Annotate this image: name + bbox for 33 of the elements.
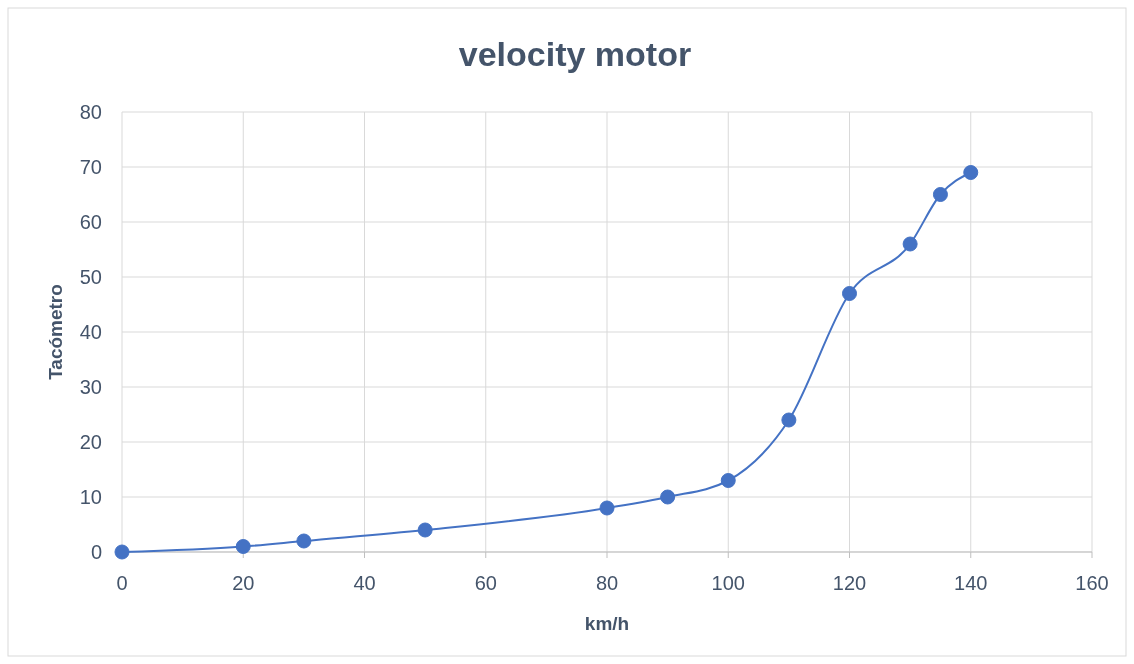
x-tick-label: 80 bbox=[595, 572, 619, 594]
x-tick-label: 100 bbox=[711, 572, 745, 594]
y-axis-title: Tacómetro bbox=[45, 284, 66, 380]
x-axis-title: km/h bbox=[584, 613, 630, 634]
point bbox=[296, 533, 312, 549]
x-tick-label: 60 bbox=[474, 572, 497, 594]
x-tick-label: 20 bbox=[232, 572, 255, 594]
y-tick-label: 80 bbox=[79, 101, 102, 123]
y-tick-label: 30 bbox=[79, 376, 102, 398]
x-tick-label: 40 bbox=[353, 572, 376, 594]
x-tick-label: 160 bbox=[1075, 572, 1109, 594]
y-tick-label: 70 bbox=[79, 156, 102, 178]
y-tick-label: 50 bbox=[79, 266, 102, 288]
point bbox=[417, 522, 433, 538]
y-tick-label: 10 bbox=[79, 486, 102, 508]
y-tick-label: 60 bbox=[79, 211, 102, 233]
point bbox=[235, 539, 251, 554]
point bbox=[660, 489, 676, 505]
point bbox=[114, 544, 130, 560]
point bbox=[932, 187, 948, 202]
y-tick-label: 0 bbox=[90, 541, 102, 563]
x-tick-label: 120 bbox=[832, 572, 867, 594]
point bbox=[781, 412, 797, 428]
y-tick-label: 40 bbox=[79, 321, 102, 343]
point bbox=[963, 165, 979, 180]
chart-title: velocity motor bbox=[458, 35, 692, 73]
point bbox=[902, 236, 918, 252]
y-tick-label: 20 bbox=[79, 431, 102, 453]
point bbox=[599, 500, 615, 516]
x-tick-label: 0 bbox=[116, 572, 128, 594]
point bbox=[842, 286, 857, 301]
x-tick-label: 140 bbox=[954, 572, 988, 594]
point bbox=[720, 473, 736, 488]
